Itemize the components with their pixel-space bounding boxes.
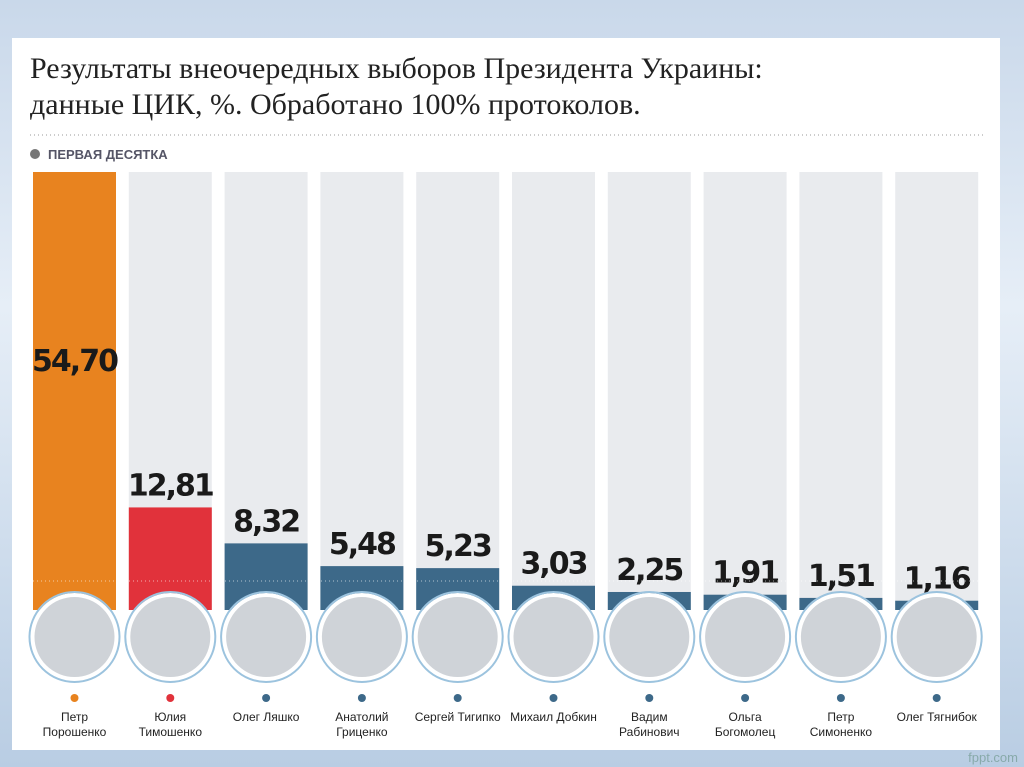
- candidate-name: Олег Ляшко: [232, 710, 300, 724]
- photo: [30, 593, 119, 681]
- photo-ring: [315, 591, 408, 683]
- candidate-name: Вадим Рабинович: [619, 710, 680, 739]
- photo-ring: [699, 591, 792, 683]
- value-label: 12,81: [128, 468, 213, 503]
- value-label: 1,51: [808, 559, 874, 594]
- value-label: 2,25: [616, 553, 682, 588]
- column-background: [224, 172, 308, 610]
- title-line: данные ЦИК, %. Обработано 100% протоколо…: [30, 88, 641, 121]
- candidate-name: Михаил Добкин: [510, 710, 597, 724]
- candidate-name: Анатолий Гриценко: [335, 710, 389, 739]
- candidate-name: Петр Порошенко: [42, 710, 107, 739]
- value-label: 8,32: [233, 504, 299, 539]
- photo: [126, 593, 215, 681]
- photo: [413, 593, 502, 681]
- photo-ring: [124, 591, 217, 683]
- column-background: [703, 172, 787, 610]
- bullet: [30, 149, 40, 159]
- watermark: fppt.com: [968, 750, 1018, 765]
- photo-ring: [507, 591, 600, 683]
- column-background: [320, 172, 404, 610]
- photo: [796, 593, 885, 681]
- bar: [33, 172, 116, 610]
- photo-ring: [794, 591, 887, 683]
- candidate-name: Олег Тягнибок: [896, 710, 977, 724]
- value-label: 5,48: [329, 527, 396, 562]
- candidate-name: Юлия Тимошенко: [138, 710, 202, 739]
- value-label: 3,03: [520, 547, 586, 582]
- dot: [453, 694, 462, 702]
- candidate-name: Ольга Богомолец: [714, 710, 776, 739]
- photo: [509, 593, 598, 681]
- dot: [262, 694, 271, 702]
- column-background: [512, 172, 595, 610]
- column-background: [799, 172, 883, 610]
- value-label: 5,23: [425, 529, 491, 564]
- photo: [605, 593, 694, 681]
- column-background: [607, 172, 691, 610]
- column-background: [895, 172, 979, 610]
- dot: [645, 694, 654, 702]
- photo: [222, 593, 311, 681]
- value-label: 1,16: [904, 562, 971, 597]
- value-label: 1,91: [712, 556, 778, 591]
- dot: [836, 694, 845, 702]
- value-label: 54,70: [32, 344, 118, 379]
- subtitle: ПЕРВАЯ ДЕСЯТКА: [48, 147, 168, 162]
- dot: [70, 694, 79, 702]
- photo: [317, 593, 406, 681]
- column-background: [416, 172, 500, 610]
- photo-ring: [890, 591, 983, 683]
- candidate-name: Петр Симоненко: [809, 710, 873, 739]
- dot: [741, 694, 750, 702]
- photo: [892, 593, 981, 681]
- photo-ring: [28, 591, 121, 683]
- dot: [549, 694, 558, 702]
- title-line: Результаты внеочередных выборов Президен…: [30, 52, 763, 85]
- photo: [701, 593, 790, 681]
- photo-ring: [411, 591, 504, 683]
- dot: [166, 694, 175, 702]
- candidate-name: Сергей Тигипко: [414, 710, 501, 724]
- dot: [932, 694, 941, 702]
- photo-ring: [220, 591, 313, 683]
- photo-ring: [603, 591, 696, 683]
- dot: [357, 694, 366, 702]
